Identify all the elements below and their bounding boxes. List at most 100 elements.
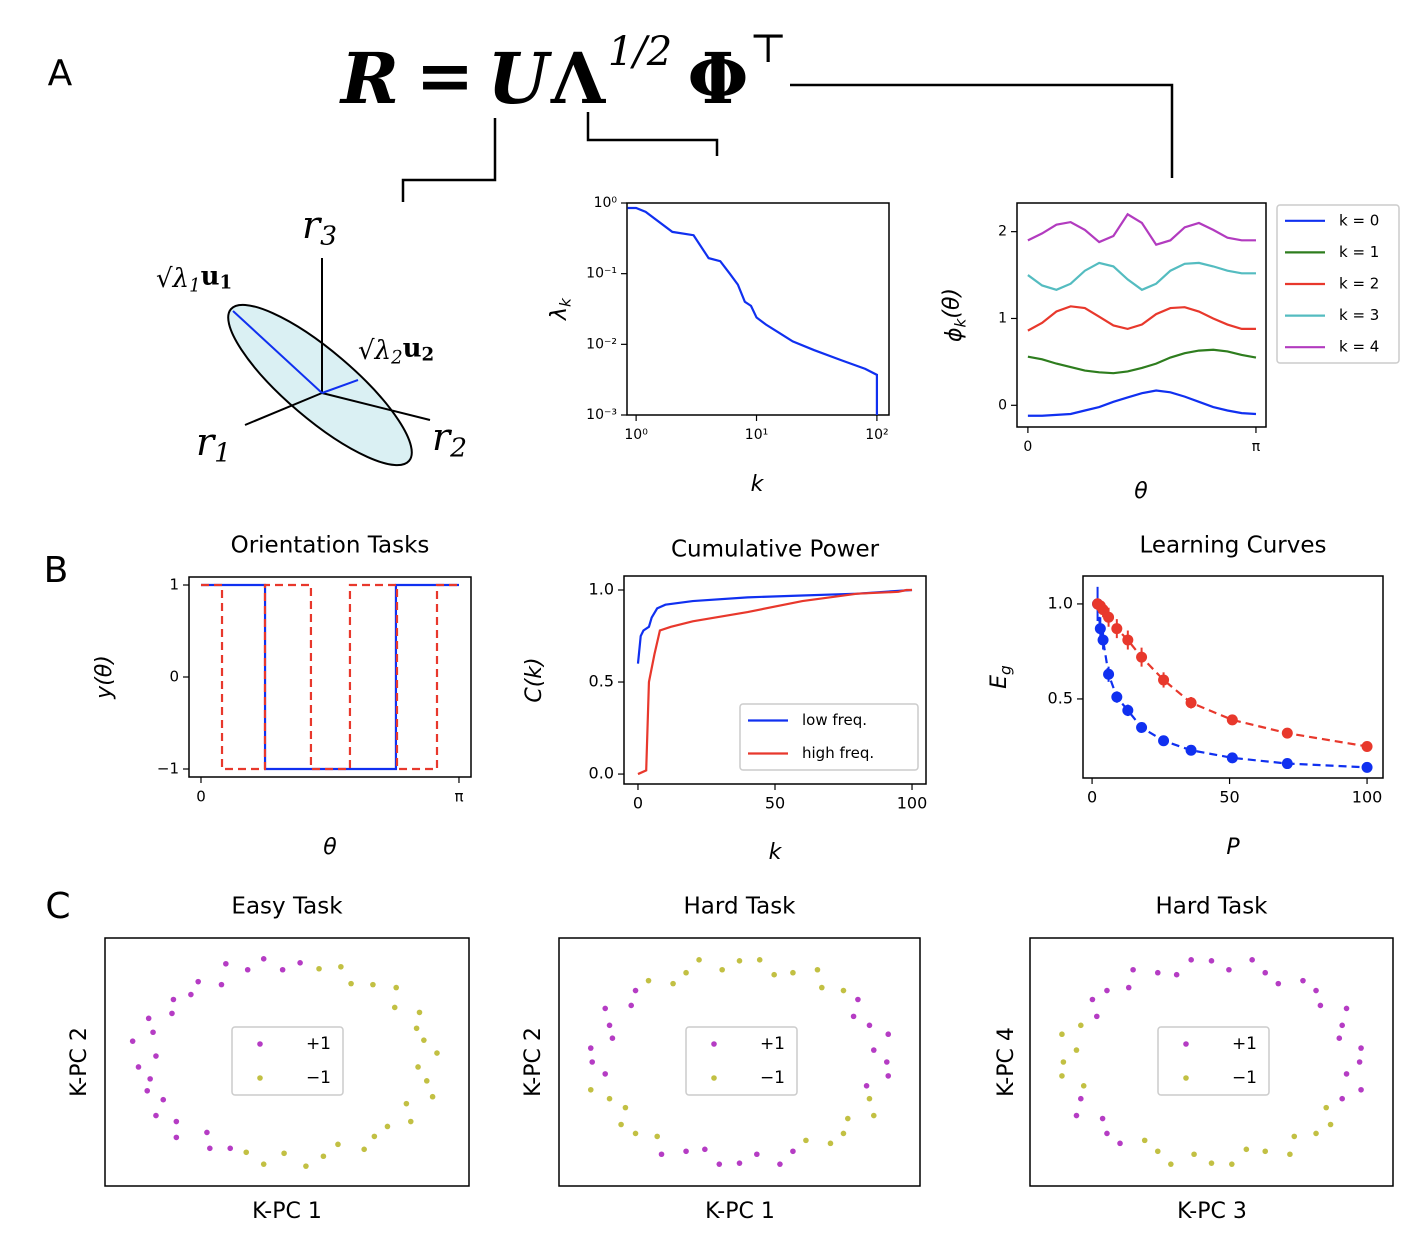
point xyxy=(696,957,702,963)
y-axis-label: λk xyxy=(547,297,574,321)
y-axis-label: C(k) xyxy=(522,657,547,702)
x-axis-label: K-PC 1 xyxy=(705,1199,775,1224)
point xyxy=(1323,1104,1330,1111)
point xyxy=(870,1047,877,1053)
chart-title: Hard Task xyxy=(1156,894,1269,920)
point xyxy=(736,958,743,964)
label-part: u xyxy=(201,261,220,291)
x-tick-label: π xyxy=(1252,439,1261,455)
eigenvector xyxy=(232,310,323,394)
point xyxy=(1117,1140,1123,1147)
label-part: u xyxy=(403,333,422,363)
point xyxy=(147,1076,153,1082)
point xyxy=(303,1163,309,1169)
legend-label: k = 2 xyxy=(1339,275,1379,293)
line xyxy=(637,588,913,776)
label-part: r xyxy=(432,415,453,459)
point xyxy=(1262,969,1269,976)
legend-swatch xyxy=(711,1075,717,1081)
line xyxy=(636,588,913,664)
point xyxy=(145,1015,152,1022)
point xyxy=(1313,987,1319,994)
diagram-label: √λ1u1 xyxy=(156,261,232,296)
legend: low freq. high freq. xyxy=(739,703,919,771)
point xyxy=(1281,758,1293,770)
point xyxy=(658,1151,665,1158)
point xyxy=(1141,1137,1148,1144)
point xyxy=(170,996,177,1003)
y-axis-label: K-PC 2 xyxy=(67,1027,92,1097)
point xyxy=(863,1083,870,1089)
point xyxy=(413,1025,420,1032)
line xyxy=(1027,389,1257,417)
point xyxy=(1094,623,1106,635)
label-part: √ xyxy=(358,336,375,366)
point xyxy=(173,1118,180,1125)
equation-symbol: U xyxy=(487,37,552,120)
point xyxy=(204,1129,210,1136)
point xyxy=(316,965,322,972)
point xyxy=(1208,958,1215,964)
equation-symbol: = xyxy=(416,34,475,117)
point xyxy=(1300,977,1306,984)
point xyxy=(602,1005,609,1012)
point xyxy=(1188,957,1194,963)
point xyxy=(1078,1095,1084,1102)
point xyxy=(827,1140,834,1147)
y-tick-label: 0.5 xyxy=(1048,688,1073,707)
legend-label: −1 xyxy=(1232,1068,1257,1088)
point xyxy=(670,980,676,987)
label-part: r xyxy=(302,203,323,247)
bracket xyxy=(586,112,719,156)
x-axis-label: K-PC 3 xyxy=(1177,1199,1247,1224)
point xyxy=(702,1146,708,1153)
legend-label: −1 xyxy=(760,1068,785,1088)
point xyxy=(840,987,847,994)
chart: Cumulative Power k C(k) 0 50 100 0.0 0.5 1.0 low … xyxy=(522,537,927,866)
point xyxy=(628,1002,634,1009)
x-tick-label: 50 xyxy=(765,794,785,813)
point xyxy=(434,1050,440,1056)
chart-title: Orientation Tasks xyxy=(231,533,430,559)
point xyxy=(1339,1095,1345,1102)
point xyxy=(870,1112,877,1119)
chart: Learning Curves P Eg 0 50 100 0.5 1.0 xyxy=(987,533,1384,860)
point xyxy=(129,1038,136,1044)
point xyxy=(803,1137,809,1144)
brackets xyxy=(401,83,1174,202)
x-tick-label: π xyxy=(454,788,463,806)
x-tick-label: 10² xyxy=(865,427,888,443)
ellipse-diagram: r3 r1 r2 √λ1u1 √λ2u2 xyxy=(156,203,467,469)
point xyxy=(632,987,639,994)
label-part: ϕ xyxy=(942,328,967,343)
point xyxy=(587,1045,594,1051)
bracket xyxy=(790,83,1174,178)
x-tick-label: 0 xyxy=(1023,439,1032,455)
point xyxy=(1185,744,1197,756)
point xyxy=(719,966,725,973)
point xyxy=(1291,1133,1298,1140)
point xyxy=(320,1153,327,1160)
point xyxy=(683,969,689,976)
y-tick-label: 10⁰ xyxy=(594,195,618,211)
point xyxy=(207,1145,213,1152)
point xyxy=(1287,1151,1293,1158)
label-part: 3 xyxy=(320,220,337,251)
chart: Orientation Tasks θ y(θ) 0 π −1 0 1 xyxy=(92,533,472,860)
point xyxy=(281,1150,287,1157)
point xyxy=(1080,1083,1087,1089)
point xyxy=(1103,611,1115,623)
panel-label: B xyxy=(44,550,69,591)
point xyxy=(1073,1047,1080,1053)
equation-exponent: 1/2 xyxy=(608,29,672,75)
point xyxy=(602,1071,609,1077)
point xyxy=(1339,1022,1345,1029)
point xyxy=(1136,651,1148,663)
legend-label: +1 xyxy=(306,1034,331,1054)
point xyxy=(790,1148,796,1155)
point xyxy=(883,1059,890,1065)
point xyxy=(153,1053,159,1059)
point xyxy=(1168,1161,1174,1167)
point xyxy=(423,1078,430,1084)
